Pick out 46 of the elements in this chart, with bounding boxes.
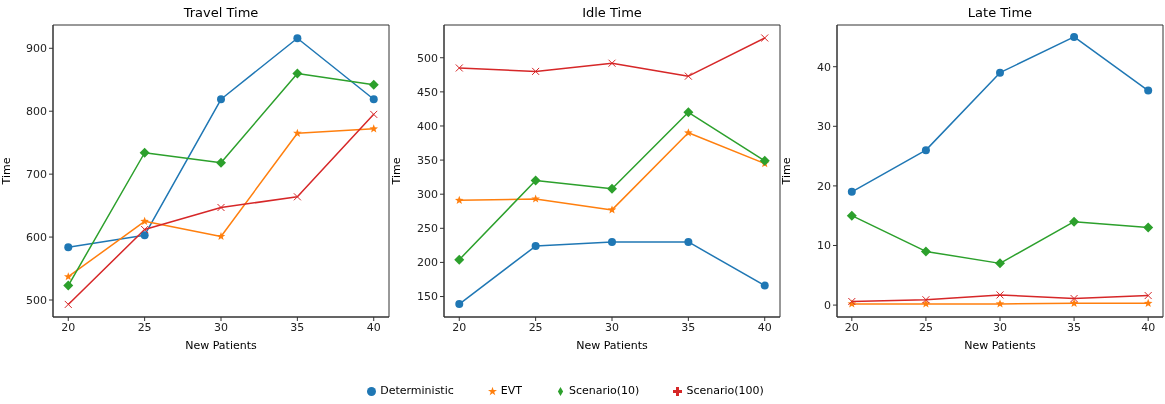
y-tick-label: 800 [26, 105, 47, 119]
y-tick-label: 200 [417, 256, 438, 270]
y-tick-label: 20 [817, 179, 831, 193]
y-tick-label: 500 [417, 51, 438, 65]
y-tick-label: 400 [417, 119, 438, 133]
x-tick-label: 40 [366, 320, 381, 334]
y-tick-label: 700 [26, 168, 47, 182]
y-tick-label: 900 [26, 42, 47, 56]
x-tick-label: 20 [452, 320, 467, 334]
x-tick-label: 25 [528, 320, 543, 334]
y-tick-label: 450 [417, 85, 438, 99]
x-tick-label: 35 [1067, 320, 1082, 334]
x-axis-title: New Patients [576, 339, 649, 352]
x-tick-label: 30 [214, 320, 228, 334]
x-tick-label: 20 [61, 320, 76, 334]
y-tick-label: 30 [817, 120, 831, 134]
x-tick-label: 30 [993, 320, 1007, 334]
chart-title: Travel Time [182, 5, 260, 20]
y-tick-label: 250 [417, 222, 438, 236]
y-tick-label: 600 [26, 230, 47, 244]
legend-label: Deterministic [380, 384, 454, 397]
x-tick-label: 35 [681, 320, 696, 334]
y-tick-label: 300 [417, 188, 438, 202]
x-tick-label: 35 [290, 320, 305, 334]
x-tick-label: 40 [1141, 320, 1156, 334]
legend-label: Scenario(100) [686, 384, 764, 397]
x-axis-title: New Patients [185, 339, 258, 352]
y-tick-label: 150 [417, 290, 438, 304]
y-axis-title: Time [0, 157, 13, 186]
x-tick-label: 30 [605, 320, 619, 334]
y-axis-title: Time [389, 157, 403, 186]
x-tick-label: 40 [757, 320, 772, 334]
x-tick-label: 25 [918, 320, 933, 334]
y-tick-label: 350 [417, 153, 438, 167]
chart-title: Late Time [966, 5, 1034, 20]
y-tick-label: 40 [817, 60, 831, 74]
y-tick-label: 500 [26, 293, 47, 307]
x-tick-label: 25 [137, 320, 152, 334]
y-axis-title: Time [779, 157, 793, 186]
legend-label: EVT [500, 384, 522, 397]
x-axis-title: New Patients [964, 339, 1037, 352]
x-tick-label: 20 [844, 320, 859, 334]
chart-title: Idle Time [581, 5, 643, 20]
y-tick-label: 0 [824, 298, 831, 312]
y-tick-label: 10 [817, 239, 831, 253]
legend-label: Scenario(10) [569, 384, 640, 397]
